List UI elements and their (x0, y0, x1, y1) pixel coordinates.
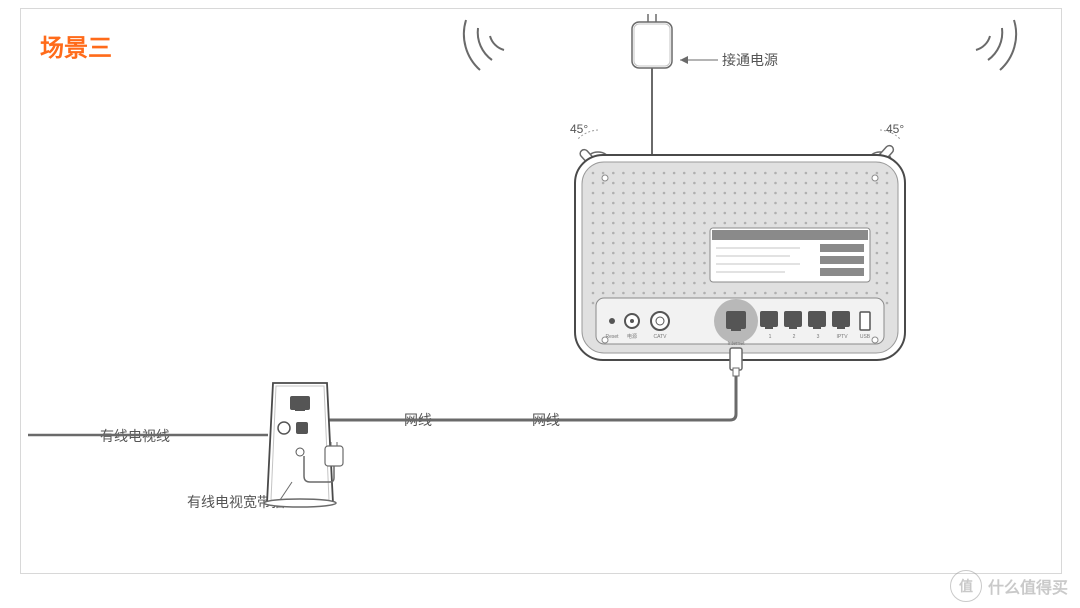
svg-text:2: 2 (793, 334, 796, 340)
svg-text:IPTV: IPTV (836, 334, 848, 340)
svg-text:USB: USB (860, 334, 871, 340)
cable-modem (264, 383, 336, 507)
router-body: Reset 电源 CATV Internet 1 2 3 IPTV USB (575, 155, 905, 360)
svg-text:CATV: CATV (654, 334, 668, 340)
signal-waves-right (976, 20, 1016, 70)
svg-text:电源: 电源 (627, 333, 637, 340)
svg-text:Internet: Internet (728, 341, 746, 347)
watermark-icon: 值 (950, 570, 982, 602)
watermark: 值 什么值得买 (950, 570, 1068, 602)
svg-text:1: 1 (769, 334, 772, 340)
network-diagram: Reset 电源 CATV Internet 1 2 3 IPTV USB (0, 0, 1080, 608)
watermark-text: 什么值得买 (988, 574, 1068, 598)
signal-waves-left (464, 20, 504, 70)
svg-text:3: 3 (817, 334, 820, 340)
